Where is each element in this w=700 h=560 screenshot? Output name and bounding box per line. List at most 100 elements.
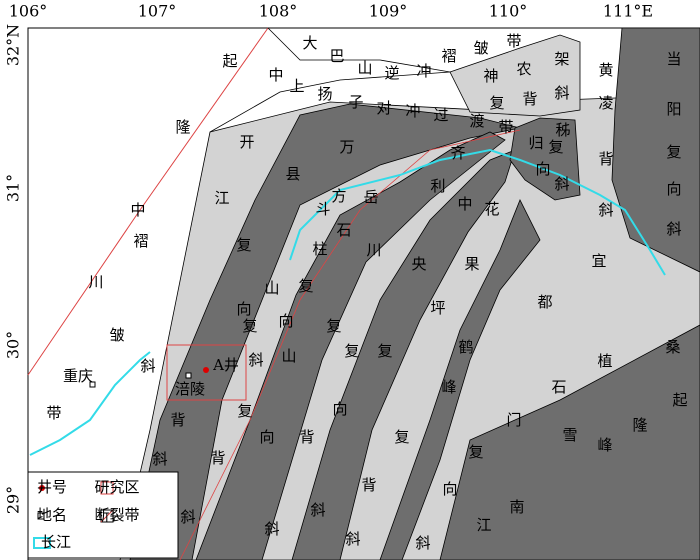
- map-label: 都: [537, 293, 552, 311]
- map-label: 川: [88, 273, 103, 291]
- map-label: 方: [331, 187, 346, 205]
- map-label: 褶: [133, 232, 148, 250]
- map-label: 宜: [591, 252, 606, 270]
- map-label: 向: [278, 312, 293, 330]
- legend-symbol: [37, 512, 45, 520]
- map-label: 斜: [598, 201, 613, 219]
- map-label: 隆: [175, 118, 190, 136]
- legend-label: 研究区: [94, 478, 139, 496]
- map-label: 逆: [384, 64, 399, 82]
- map-label: 中: [268, 66, 283, 84]
- map-label: 山: [264, 279, 279, 297]
- map-label: 斜: [554, 175, 569, 193]
- map-label: 川: [366, 241, 381, 259]
- place-label: 重庆: [63, 367, 93, 385]
- legend-symbol: [100, 481, 114, 495]
- map-label: 复: [236, 236, 251, 254]
- place-marker: [89, 381, 96, 388]
- map-label: 斜: [554, 84, 569, 102]
- map-label: 斜: [152, 450, 167, 468]
- map-label: 架: [554, 50, 569, 68]
- map-label: 复: [666, 143, 681, 161]
- map-label: 斜: [310, 501, 325, 519]
- map-label: 神: [483, 67, 498, 85]
- map-label: 向: [666, 180, 681, 198]
- map-label: 柱: [312, 240, 327, 258]
- legend-symbol: [100, 509, 114, 523]
- map-label: 当: [666, 50, 681, 68]
- map-label: 农: [516, 60, 531, 78]
- map-label: 阳: [666, 100, 681, 118]
- map-label: 向: [236, 300, 251, 318]
- lon-tick-label: 111°E: [603, 2, 653, 21]
- map-label: 岳: [363, 188, 378, 206]
- map-label: 雪: [562, 426, 577, 444]
- map-label: 中: [457, 195, 472, 213]
- map-label: 带: [506, 32, 521, 50]
- map-label: 石: [551, 378, 566, 396]
- map-label: 向: [259, 428, 274, 446]
- fault: [179, 129, 521, 560]
- map-label: 背: [522, 90, 537, 108]
- map-label: 万: [339, 138, 354, 156]
- map-label: 巴: [329, 47, 344, 65]
- geology: [27, 27, 700, 560]
- map-label: 冲: [416, 62, 431, 80]
- map-label: 桑: [665, 338, 680, 356]
- study-area: [166, 344, 247, 401]
- map-label: 央: [411, 255, 426, 273]
- map-label: 带: [46, 404, 61, 422]
- lat-tick-label: 32°N: [4, 24, 23, 66]
- map-label: 上: [289, 77, 304, 95]
- map-label: 皱: [473, 39, 488, 57]
- syncline-belt: [509, 117, 581, 201]
- map-label: 复: [489, 94, 504, 112]
- map-label: 南: [509, 498, 524, 516]
- map-label: 复: [242, 317, 257, 335]
- lat-tick-label: 29°: [4, 486, 23, 514]
- river: [289, 148, 666, 276]
- legend-symbol: [33, 537, 51, 549]
- map-label: 江: [476, 516, 491, 534]
- map-label: 复: [326, 317, 341, 335]
- map-label: 复: [468, 443, 483, 461]
- legend-label: 井号: [37, 478, 67, 496]
- map-label: 向: [535, 160, 550, 178]
- lon-tick-label: 106°: [9, 2, 48, 21]
- legend-symbol: [39, 485, 45, 491]
- map-label: 开: [239, 133, 254, 151]
- lat-tick-label: 31°: [4, 174, 23, 202]
- legend-label: 断裂带: [94, 506, 139, 524]
- legend: [27, 471, 179, 559]
- map-label: 扬: [317, 85, 332, 103]
- map-label: 山: [357, 59, 372, 77]
- syncline-belt: [611, 27, 700, 273]
- syncline-belt: [379, 199, 541, 560]
- boundary: [267, 27, 451, 73]
- map-label: 复: [394, 428, 409, 446]
- lon-tick-label: 110°: [489, 2, 528, 21]
- map-label: 黄: [598, 61, 613, 79]
- map-label: 凌: [598, 94, 613, 112]
- map-label: 起: [672, 391, 687, 409]
- map-label: 对: [376, 99, 391, 117]
- map-label: 褶: [441, 47, 456, 65]
- map-label: 斜: [140, 357, 155, 375]
- lat-tick-label: 30°: [4, 331, 23, 359]
- map-label: 花: [484, 200, 499, 218]
- place-marker: [185, 372, 192, 379]
- map-label: 带: [498, 118, 513, 136]
- map-label: 齐: [450, 144, 465, 162]
- syncline-belt: [291, 149, 516, 560]
- lon-tick-label: 107°: [138, 2, 177, 21]
- map-label: 向: [332, 400, 347, 418]
- map-label: 秭: [555, 121, 570, 139]
- anticline-zone: [449, 34, 581, 117]
- map-label: 背: [299, 428, 314, 446]
- map-label: 复: [344, 342, 359, 360]
- map-label: 中: [130, 201, 145, 219]
- syncline-belt: [439, 324, 700, 560]
- map-label: 峰: [441, 378, 456, 396]
- map-label: 江: [214, 189, 229, 207]
- fault: [27, 27, 269, 376]
